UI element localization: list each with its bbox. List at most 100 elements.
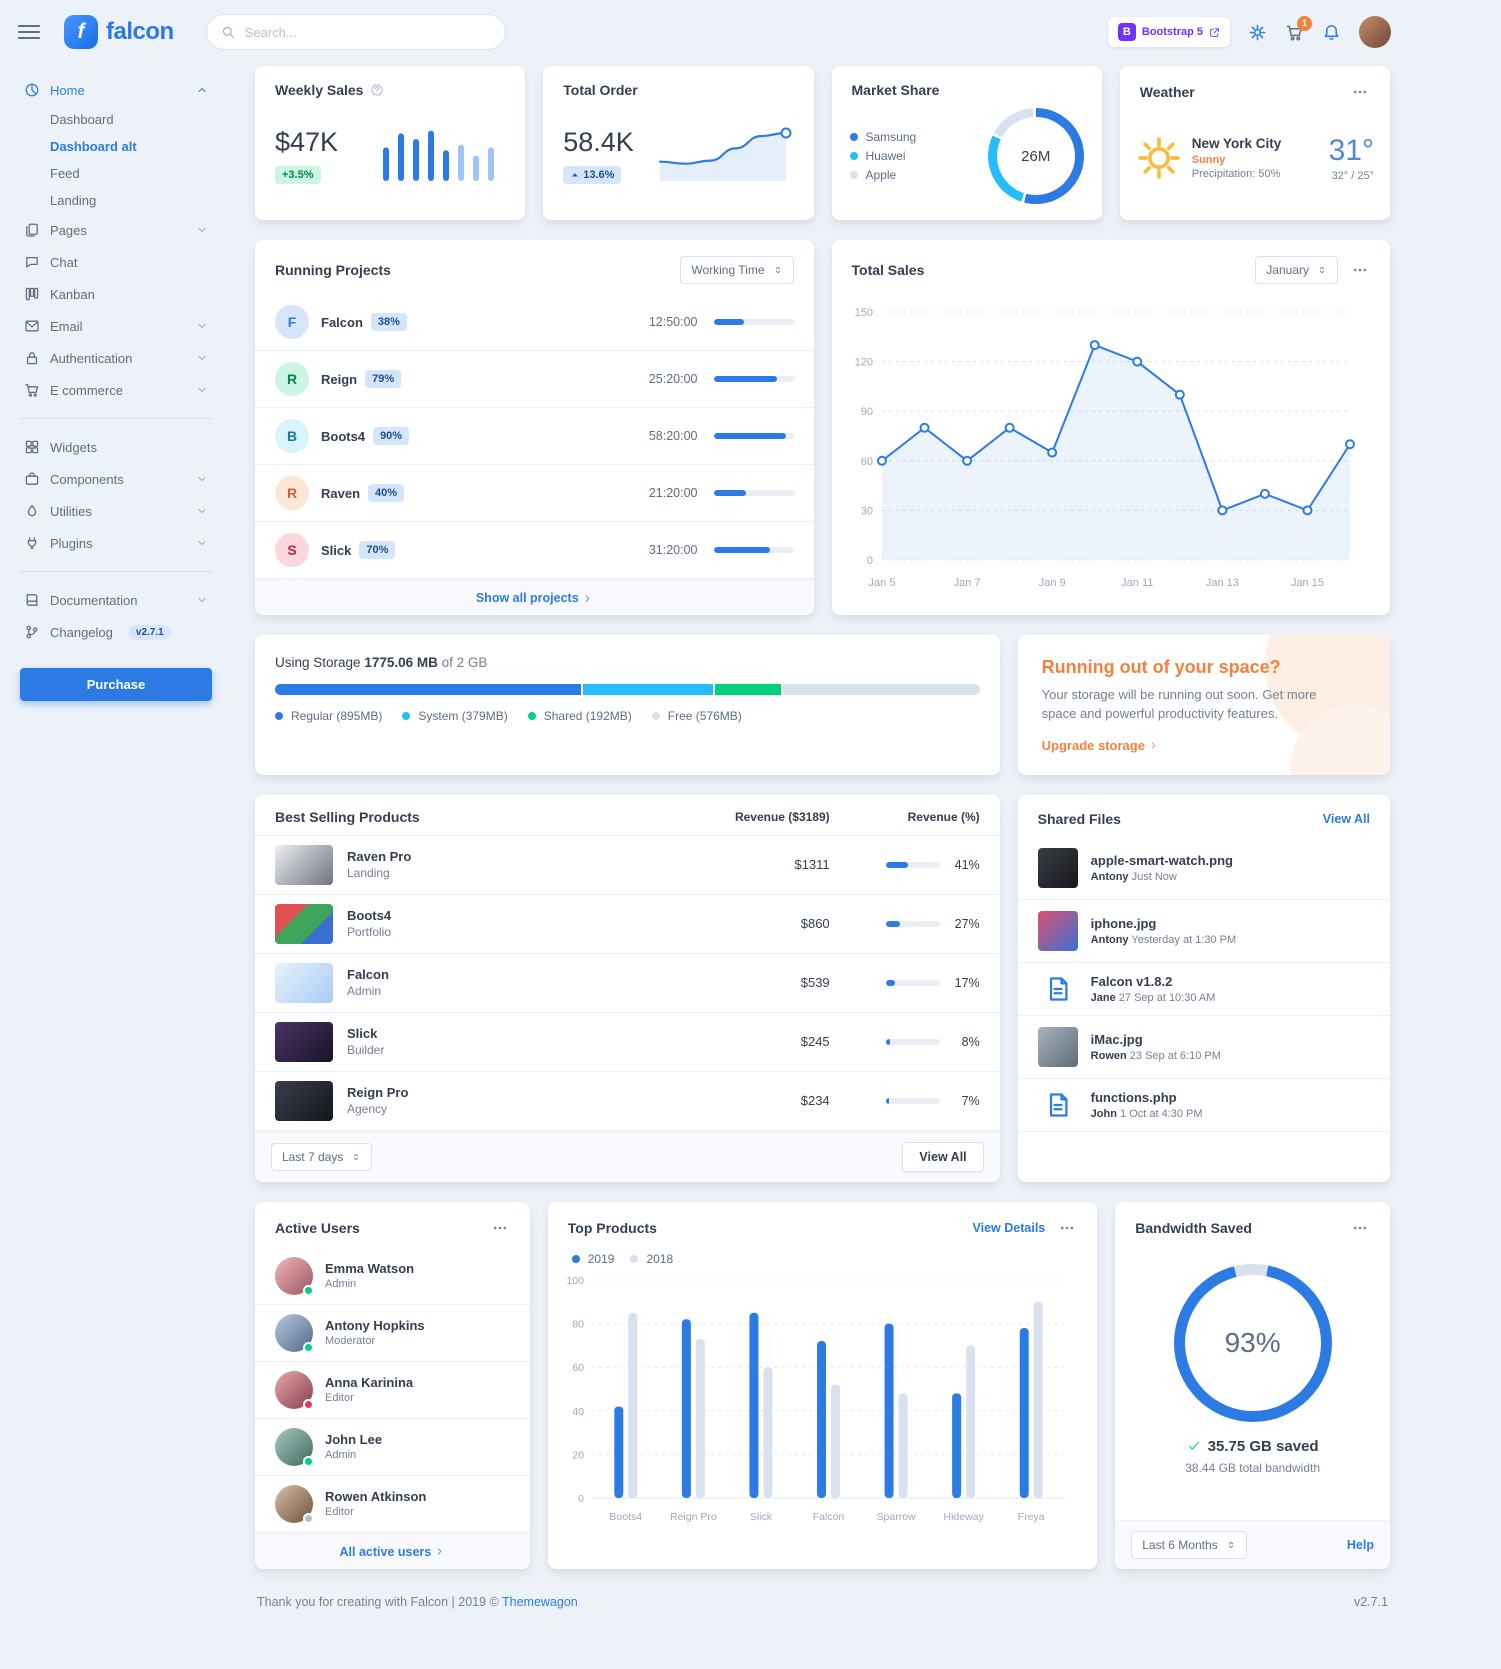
storage-legend-item: Free (576MB) <box>651 709 742 723</box>
sidebar: Home Dashboard Dashboard alt Feed Landing Pag… <box>0 64 230 1633</box>
sidebar-item-home[interactable]: Home <box>20 74 212 106</box>
card-title: Weather <box>1139 84 1195 100</box>
project-name-link[interactable]: Slick <box>321 542 352 558</box>
product-thumbnail[interactable] <box>275 1080 333 1121</box>
user-role: Moderator <box>325 1335 376 1348</box>
legend-item[interactable]: 2018 <box>630 1252 673 1266</box>
all-active-users-link[interactable]: All active users <box>340 1545 446 1559</box>
user-avatar[interactable] <box>275 1256 314 1296</box>
file-thumbnail[interactable] <box>1037 1026 1078 1067</box>
user-name-link[interactable]: Emma Watson <box>325 1261 415 1277</box>
chevron-down-icon <box>198 477 206 481</box>
search-input[interactable] <box>242 23 491 41</box>
user-name-link[interactable]: John Lee <box>325 1432 383 1448</box>
user-name-link[interactable]: Rowen Atkinson <box>325 1489 427 1505</box>
card-menu-button[interactable] <box>490 1218 510 1238</box>
sidebar-item-chat[interactable]: Chat <box>20 246 212 278</box>
brand-logo[interactable]: f falcon <box>64 15 174 49</box>
product-thumbnail[interactable] <box>275 962 333 1003</box>
product-thumbnail[interactable] <box>275 903 333 944</box>
file-thumbnail[interactable] <box>1037 847 1078 888</box>
user-avatar[interactable] <box>275 1370 314 1410</box>
user-role: Editor <box>325 1506 354 1519</box>
weekly-sales-value: $47K <box>275 126 339 157</box>
search-box[interactable] <box>205 14 506 50</box>
sidebar-item-changelog[interactable]: Changelog v2.7.1 <box>20 616 212 648</box>
file-name-link[interactable]: iphone.jpg <box>1090 915 1157 931</box>
space-warning-title: Running out of your space? <box>1041 657 1281 677</box>
notifications-button[interactable] <box>1322 23 1341 42</box>
product-row: Slick Builder $245 8% <box>255 1013 1000 1072</box>
sidebar-item-pages[interactable]: Pages <box>20 214 212 246</box>
period-select[interactable]: Last 6 Months <box>1131 1530 1247 1559</box>
dots-icon <box>1353 90 1367 94</box>
legend-item: Apple <box>849 168 917 182</box>
bootstrap-5-badge[interactable]: B Bootstrap 5 <box>1107 17 1230 47</box>
sidebar-item-documentation[interactable]: Documentation <box>20 584 212 616</box>
product-name-link[interactable]: Raven Pro <box>347 849 412 865</box>
product-thumbnail[interactable] <box>275 844 333 885</box>
user-avatar[interactable] <box>1359 16 1391 48</box>
user-avatar[interactable] <box>275 1484 314 1524</box>
file-name-link[interactable]: functions.php <box>1090 1089 1177 1105</box>
view-all-files-link[interactable]: View All <box>1322 811 1370 826</box>
legend-item[interactable]: 2019 <box>571 1252 614 1266</box>
card-menu-button[interactable] <box>1350 82 1370 102</box>
svg-text:150: 150 <box>854 307 872 319</box>
product-name-link[interactable]: Boots4 <box>347 908 392 924</box>
file-thumbnail[interactable] <box>1037 910 1078 951</box>
help-link[interactable]: Help <box>1346 1537 1374 1552</box>
product-name-link[interactable]: Falcon <box>347 967 389 983</box>
hamburger-menu-button[interactable] <box>18 25 40 39</box>
card-menu-button[interactable] <box>1057 1218 1077 1238</box>
sidebar-item-e-commerce[interactable]: E commerce <box>20 374 212 406</box>
view-all-button[interactable]: View All <box>902 1141 984 1172</box>
page-footer: Thank you for creating with Falcon | 201… <box>255 1589 1390 1609</box>
user-name-link[interactable]: Antony Hopkins <box>325 1318 425 1334</box>
card-menu-button[interactable] <box>1350 260 1370 280</box>
working-time-select[interactable]: Working Time <box>680 256 794 284</box>
top-products-card: Top Products View Details 2019 2018 0 20 40… <box>547 1201 1098 1569</box>
card-menu-button[interactable] <box>1350 1218 1370 1238</box>
sidebar-subitem-dashboard[interactable]: Dashboard <box>50 112 114 127</box>
legend-label: Free (576MB) <box>667 709 742 723</box>
project-name-link[interactable]: Raven <box>321 485 361 501</box>
market-share-total: 26M <box>1021 147 1051 165</box>
file-name-link[interactable]: Falcon v1.8.2 <box>1090 973 1173 989</box>
date-range-select[interactable]: Last 7 days <box>271 1142 373 1171</box>
project-name-link[interactable]: Reign <box>321 371 358 387</box>
sidebar-item-components[interactable]: Components <box>20 463 212 495</box>
user-name-link[interactable]: Anna Karinina <box>325 1375 414 1391</box>
upgrade-storage-link[interactable]: Upgrade storage <box>1042 738 1159 753</box>
view-details-link[interactable]: View Details <box>972 1220 1046 1235</box>
help-icon[interactable] <box>370 83 384 97</box>
sidebar-item-widgets[interactable]: Widgets <box>20 431 212 463</box>
file-name-link[interactable]: iMac.jpg <box>1090 1031 1143 1047</box>
project-name-link[interactable]: Falcon <box>321 314 363 330</box>
svg-text:Jan 5: Jan 5 <box>868 577 895 589</box>
product-thumbnail[interactable] <box>275 1021 333 1062</box>
themewagon-link[interactable]: Themewagon <box>502 1594 578 1609</box>
user-avatar[interactable] <box>275 1313 314 1353</box>
product-name-link[interactable]: Reign Pro <box>347 1085 409 1101</box>
file-name-link[interactable]: apple-smart-watch.png <box>1090 852 1233 868</box>
project-name-link[interactable]: Boots4 <box>321 428 366 444</box>
sidebar-subitem-feed[interactable]: Feed <box>50 166 80 181</box>
cart-button[interactable]: 1 <box>1285 15 1312 42</box>
chat-icon <box>26 256 38 268</box>
product-name-link[interactable]: Slick <box>347 1026 378 1042</box>
sidebar-item-kanban[interactable]: Kanban <box>20 278 212 310</box>
settings-button[interactable] <box>1248 23 1267 42</box>
utilities-icon <box>27 504 37 517</box>
sidebar-subitem-dashboard-alt[interactable]: Dashboard alt <box>50 139 137 154</box>
user-avatar[interactable] <box>275 1427 314 1467</box>
svg-text:60: 60 <box>860 456 872 468</box>
show-all-projects-link[interactable]: Show all projects <box>476 591 593 605</box>
sidebar-subitem-landing[interactable]: Landing <box>50 193 97 208</box>
purchase-button[interactable]: Purchase <box>20 668 212 701</box>
month-select[interactable]: January <box>1255 256 1338 284</box>
sidebar-item-email[interactable]: Email <box>20 310 212 342</box>
sidebar-item-authentication[interactable]: Authentication <box>20 342 212 374</box>
sidebar-item-plugins[interactable]: Plugins <box>20 527 212 559</box>
sidebar-item-utilities[interactable]: Utilities <box>20 495 212 527</box>
